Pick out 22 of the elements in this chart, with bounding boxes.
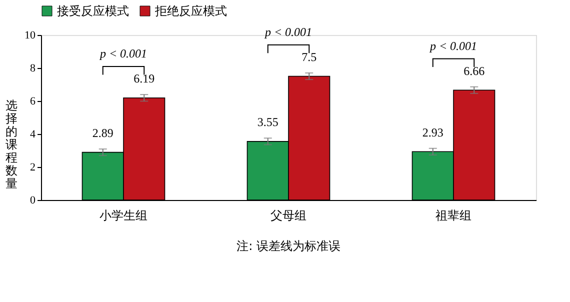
legend-label: 拒绝反应模式 [154,4,227,18]
data-label: 2.89 [92,126,114,140]
y-axis-title: 选择的课程数量 [6,98,18,190]
y-tick-label: 4 [30,128,36,140]
data-label: 2.93 [422,125,444,140]
y-tick-label: 0 [30,194,36,206]
x-tick-label: 父母组 [270,208,306,222]
data-label: 6.66 [464,64,485,78]
annotation: p < 0.001 [264,24,312,39]
text: 注: 误差线为标准误 [236,239,340,253]
legend-label: 接受反应模式 [57,4,129,18]
data-label: 6.19 [134,72,155,86]
y-tick-label: 8 [30,62,36,74]
annotation: p < 0.001 [98,46,148,61]
y-tick-label: 2 [30,162,36,174]
data-label: 3.55 [257,115,278,130]
annotation: p < 0.001 [428,38,478,53]
y-tick-label: 10 [24,30,36,42]
x-tick-label: 祖辈组 [436,208,472,222]
y-tick-label: 6 [30,96,36,108]
x-tick-label: 小学生组 [100,208,148,222]
data-label: 7.5 [302,50,317,64]
